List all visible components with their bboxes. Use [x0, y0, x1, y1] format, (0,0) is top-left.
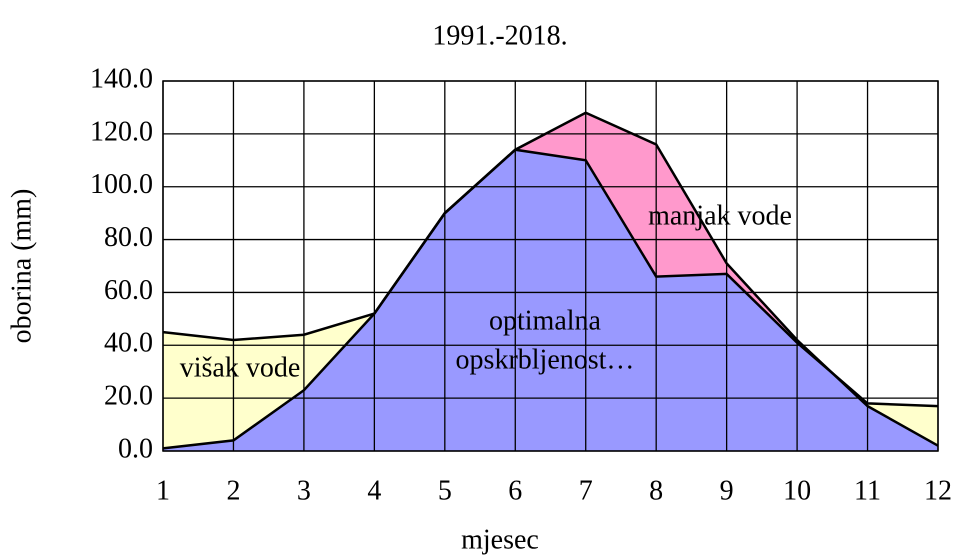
x-tick-label: 6: [508, 475, 522, 506]
annotation: manjak vode: [648, 200, 792, 231]
y-tick-label: 40.0: [104, 328, 153, 359]
annotation: višak vode: [180, 352, 301, 383]
y-tick-label: 60.0: [104, 275, 153, 306]
annotation: opskrbljenost…: [456, 344, 635, 375]
y-tick-label: 80.0: [104, 222, 153, 253]
x-tick-label: 1: [156, 475, 170, 506]
x-tick-label: 9: [720, 475, 734, 506]
y-axis-label: oborina (mm): [6, 189, 37, 344]
y-tick-label: 100.0: [90, 169, 153, 200]
annotation: optimalna: [489, 305, 602, 336]
x-tick-label: 12: [924, 475, 952, 506]
series-line: [162, 111, 939, 450]
common-area: [163, 149, 938, 451]
x-tick-label: 8: [649, 475, 663, 506]
x-tick-label: 2: [226, 475, 240, 506]
x-tick-label: 3: [297, 475, 311, 506]
x-tick-label: 4: [367, 475, 381, 506]
series-line: [162, 148, 939, 408]
y-tick-label: 140.0: [90, 63, 153, 94]
plot-border: [162, 80, 939, 452]
x-tick-label: 11: [854, 475, 881, 506]
x-tick-label: 10: [783, 475, 811, 506]
y-tick-label: 20.0: [104, 381, 153, 412]
x-tick-label: 7: [579, 475, 593, 506]
x-axis-label: mjesec: [461, 524, 539, 555]
x-tick-label: 5: [438, 475, 452, 506]
y-tick-label: 120.0: [90, 116, 153, 147]
y-tick-label: 0.0: [118, 433, 153, 464]
chart-title: 1991.-2018.: [432, 20, 567, 51]
